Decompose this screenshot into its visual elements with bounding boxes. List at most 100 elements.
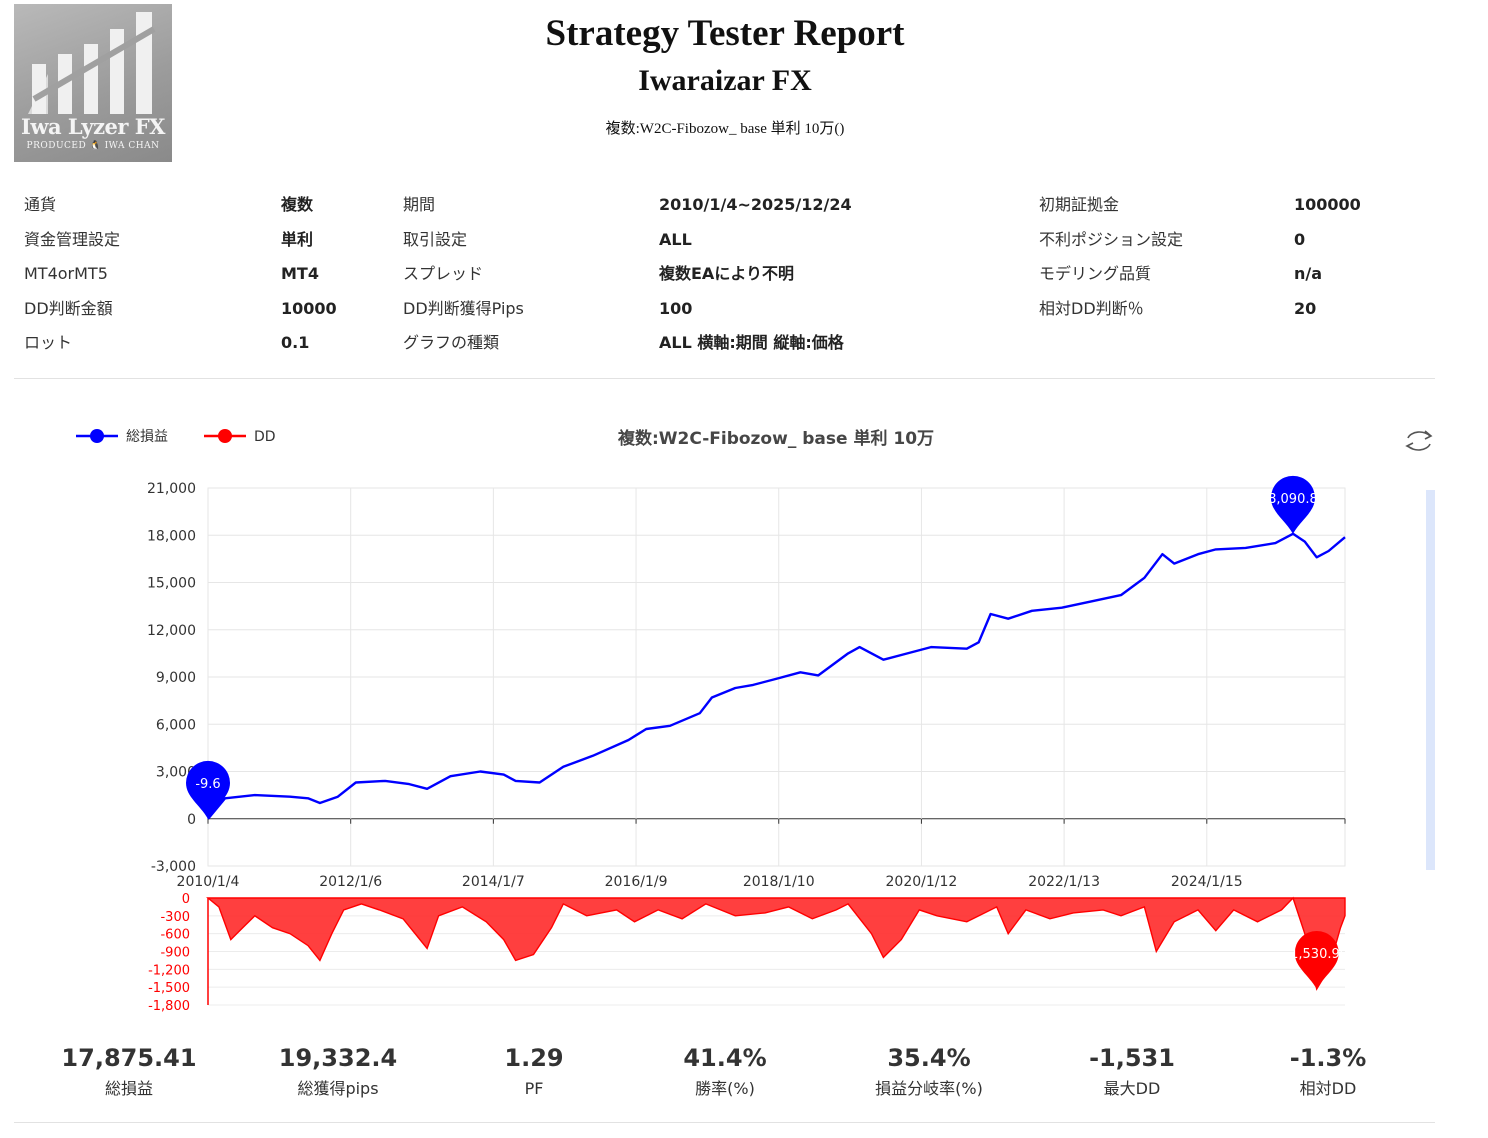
stat-block: 35.4% 損益分岐率(%)	[829, 1040, 1029, 1100]
dd-y-tick-label: -1,200	[148, 963, 190, 978]
param-label: DD判断獲得Pips	[403, 298, 524, 318]
stat-value: 1.29	[504, 1044, 564, 1072]
param-label: スプレッド	[403, 264, 484, 283]
param-value: 10000	[281, 298, 337, 318]
stat-block: 17,875.41 総損益	[29, 1040, 229, 1100]
param-value: 0.1	[281, 333, 310, 352]
stat-value: 41.4%	[683, 1044, 767, 1072]
legend-label: DD	[254, 429, 276, 445]
report-title: Strategy Tester Report	[545, 13, 905, 54]
param-label: グラフの種類	[403, 333, 500, 352]
param-value: ALL 横軸:期間 縦軸:価格	[659, 333, 844, 352]
stat-block: -1,531 最大DD	[1032, 1040, 1232, 1100]
logo-text: Iwa Lyzer FX	[21, 114, 165, 139]
param-label: 資金管理設定	[24, 229, 121, 249]
y-tick-label: 0	[187, 812, 196, 828]
param-value: 100	[659, 298, 693, 318]
logo-graphic	[28, 12, 156, 114]
dd-y-tick-label: 0	[182, 892, 190, 907]
y-tick-label: -3,000	[151, 859, 196, 875]
dd-y-tick-label: -900	[160, 946, 190, 961]
param-row: DD判断金額 10000 DD判断獲得Pips 100 相対DD判断％ 20	[14, 292, 1435, 326]
dd-y-tick-label: -1,800	[148, 999, 190, 1014]
stat-value: 35.4%	[887, 1044, 971, 1072]
param-row: ロット 0.1 グラフの種類 ALL 横軸:期間 縦軸:価格	[14, 326, 1435, 360]
marker-pin-label: 18,090.87	[1260, 492, 1326, 507]
strategy-name: 複数:W2C-Fibozow_ base 単利 10万()	[605, 121, 845, 137]
dd-y-tick-label: -600	[160, 928, 190, 943]
param-value: 複数	[281, 195, 314, 214]
param-label: 不利ポジション設定	[1039, 229, 1184, 249]
stat-value: 19,332.4	[278, 1044, 398, 1072]
series-line-total-pnl	[207, 532, 1346, 820]
y-tick-label: 15,000	[147, 576, 196, 592]
logo-subtext: PRODUCED 🐧 IWA CHAN	[26, 141, 160, 151]
param-row: 通貨 複数 期間 2010/1/4~2025/12/24 初期証拠金 100000	[14, 188, 1435, 222]
param-label: MT4orMT5	[24, 264, 108, 283]
y-tick-label: 12,000	[147, 623, 196, 639]
stat-label: 勝率(%)	[695, 1079, 755, 1098]
param-value: 0	[1294, 229, 1306, 249]
x-tick-label: 2016/1/9	[605, 874, 668, 890]
y-tick-label: 6,000	[156, 717, 196, 733]
dd-y-tick-label: -1,500	[148, 981, 190, 996]
marker-pin	[186, 760, 230, 819]
param-label: ロット	[24, 333, 73, 352]
marker-pin-label: -9.6	[195, 777, 220, 792]
param-value: 単利	[281, 229, 314, 249]
dd-y-tick-label: -300	[160, 910, 190, 925]
stat-value: 17,875.41	[61, 1044, 197, 1072]
param-label: 期間	[403, 195, 436, 214]
stat-label: 相対DD	[1299, 1079, 1357, 1098]
equity-chart: -3,000 0 3,000 6,000 9,000 12,000 15,000 18,000…	[76, 428, 1435, 1014]
stat-label: 総獲得pips	[297, 1079, 379, 1098]
param-value: 複数EAにより不明	[659, 264, 794, 283]
y-tick-label: 18,000	[147, 528, 196, 544]
x-tick-label: 2014/1/7	[462, 874, 525, 890]
parameter-table: 通貨 複数 期間 2010/1/4~2025/12/24 初期証拠金 100000 資金管理…	[14, 188, 1435, 379]
legend-marker	[218, 429, 232, 443]
y-tick-label: 9,000	[156, 670, 196, 686]
stat-label: 総損益	[104, 1079, 153, 1098]
param-value: 20	[1294, 298, 1317, 318]
y-tick-label: 3,000	[156, 765, 196, 781]
param-value: 2010/1/4~2025/12/24	[659, 195, 852, 214]
param-label: 初期証拠金	[1039, 195, 1120, 214]
x-tick-label: 2022/1/13	[1028, 874, 1100, 890]
x-tick-label: 2020/1/12	[886, 874, 958, 890]
y-tick-label: 21,000	[147, 481, 196, 497]
stat-label: 最大DD	[1103, 1079, 1161, 1098]
dd-marker-pin	[1294, 931, 1339, 990]
param-row: 資金管理設定 単利 取引設定 ALL 不利ポジション設定 0	[14, 223, 1435, 257]
legend-label: 総損益	[126, 429, 168, 445]
zoom-slider	[1426, 490, 1435, 870]
dd-marker-pin-label: -1,530.99	[1285, 947, 1348, 962]
series-area-dd	[206, 896, 1346, 991]
summary-stats: 17,875.41 総損益 19,332.4 総獲得pips 1.29 PF 41.4% 勝率…	[14, 1040, 1435, 1123]
logo: Iwa Lyzer FX PRODUCED 🐧 IWA CHAN	[14, 4, 172, 162]
stat-label: 損益分岐率(%)	[875, 1079, 983, 1098]
stat-block: 41.4% 勝率(%)	[625, 1040, 825, 1100]
stat-block: -1.3% 相対DD	[1228, 1040, 1428, 1100]
param-value: MT4	[281, 264, 319, 283]
report-subtitle: Iwaraizar FX	[638, 64, 812, 97]
x-tick-label: 2010/1/4	[177, 874, 240, 890]
stat-block: 1.29 PF	[434, 1040, 634, 1100]
marker-pin	[1270, 475, 1315, 534]
refresh-icon[interactable]	[1405, 430, 1433, 451]
param-label: DD判断金額	[24, 298, 113, 318]
x-tick-label: 2012/1/6	[319, 874, 382, 890]
legend-marker	[90, 429, 104, 443]
param-label: モデリング品質	[1039, 264, 1152, 283]
param-row: MT4orMT5 MT4 スプレッド 複数EAにより不明 モデリング品質 n/a	[14, 257, 1435, 291]
param-label: 相対DD判断％	[1039, 298, 1144, 318]
stat-value: -1,531	[1089, 1044, 1175, 1072]
stat-value: -1.3%	[1289, 1044, 1367, 1072]
stat-block: 19,332.4 総獲得pips	[238, 1040, 438, 1100]
param-label: 通貨	[24, 195, 57, 214]
x-tick-label: 2024/1/15	[1171, 874, 1243, 890]
param-label: 取引設定	[403, 229, 468, 249]
stat-label: PF	[524, 1079, 544, 1098]
param-value: n/a	[1294, 264, 1323, 283]
param-value: ALL	[659, 229, 692, 249]
